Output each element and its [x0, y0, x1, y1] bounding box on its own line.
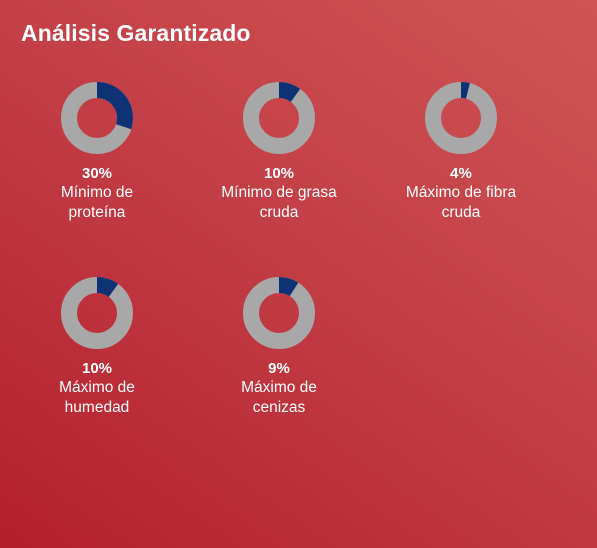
- analysis-item-fiber: 4% Máximo de fibra cruda: [381, 80, 541, 223]
- analysis-item-moisture: 10% Máximo de humedad: [17, 275, 177, 418]
- analysis-item-fat: 10% Mínimo de grasa cruda: [199, 80, 359, 223]
- percent-value: 10%: [263, 165, 295, 182]
- analysis-item-protein: 30% Mínimo de proteína: [17, 80, 177, 223]
- percent-value: 30%: [81, 165, 113, 182]
- nutrient-label: Mínimo de proteína: [60, 184, 134, 221]
- donut-track: [243, 277, 315, 349]
- nutrient-label: Mínimo de grasa cruda: [221, 184, 337, 221]
- donut-fill: [61, 277, 133, 349]
- percent-value: 9%: [268, 360, 290, 377]
- percent-value: 10%: [81, 360, 113, 377]
- donut-chart-fat: [243, 82, 315, 154]
- nutrient-label: Máximo de cenizas: [241, 379, 317, 416]
- donut-fill: [425, 82, 497, 154]
- donut-fill: [243, 277, 315, 349]
- nutrient-label: Máximo de humedad: [59, 379, 135, 416]
- donut-fill: [243, 82, 315, 154]
- section-title: Análisis Garantizado: [21, 20, 251, 46]
- donut-track: [425, 82, 497, 154]
- donut-chart-fiber: [425, 82, 497, 154]
- donut-chart-moisture: [61, 277, 133, 349]
- donut-fill: [61, 82, 133, 154]
- donut-track: [243, 82, 315, 154]
- donut-track: [61, 277, 133, 349]
- nutrient-label: Máximo de fibra cruda: [405, 184, 517, 221]
- donut-chart-protein: [61, 82, 133, 154]
- percent-value: 4%: [450, 165, 472, 182]
- donut-chart-ash: [243, 277, 315, 349]
- analysis-item-ash: 9% Máximo de cenizas: [199, 275, 359, 418]
